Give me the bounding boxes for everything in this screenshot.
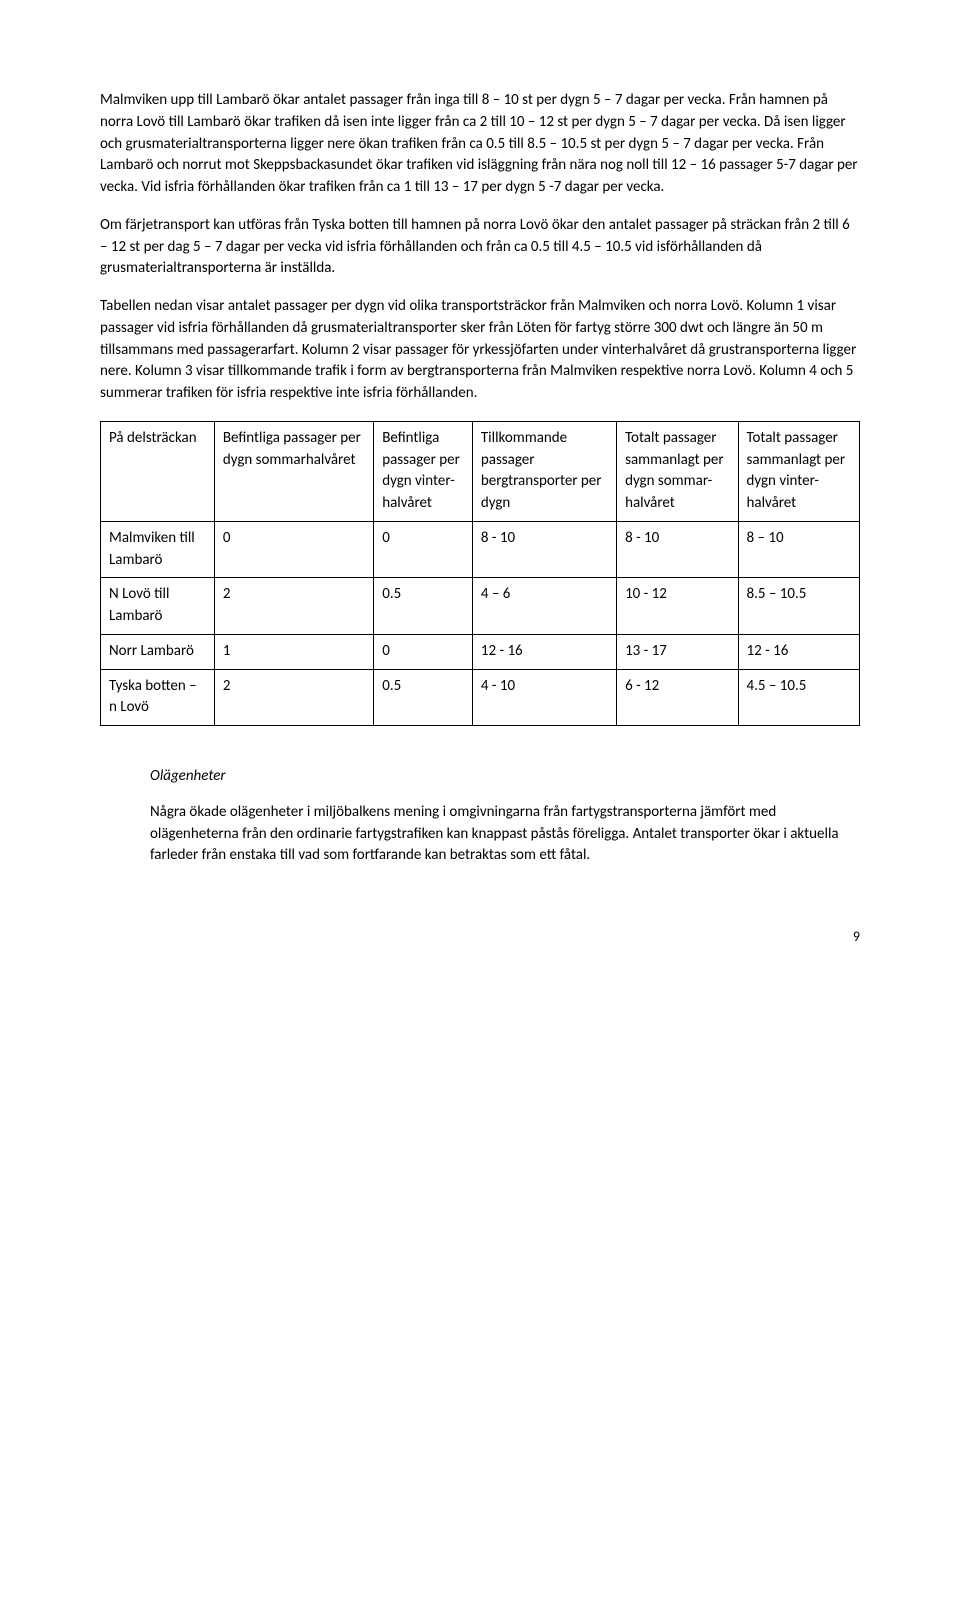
table-cell: 12 - 16 <box>738 634 859 669</box>
table-cell: 0 <box>374 521 473 578</box>
body-paragraph-3: Tabellen nedan visar antalet passager pe… <box>100 296 860 405</box>
table-cell: 1 <box>214 634 373 669</box>
table-header-row: På delsträckan Befintliga passager per d… <box>101 421 860 521</box>
table-cell: 12 - 16 <box>472 634 616 669</box>
table-cell: N Lovö till Lambarö <box>101 578 215 635</box>
table-cell: 0 <box>214 521 373 578</box>
table-header-cell: Tillkommande passager bergtransporter pe… <box>472 421 616 521</box>
table-cell: 13 - 17 <box>617 634 738 669</box>
table-row: Tyska botten – n Lovö 2 0.5 4 - 10 6 - 1… <box>101 669 860 726</box>
table-header-cell: På delsträckan <box>101 421 215 521</box>
table-cell: 10 - 12 <box>617 578 738 635</box>
body-paragraph-2: Om färjetransport kan utföras från Tyska… <box>100 215 860 280</box>
section-heading-olagenheter: Olägenheter <box>150 766 860 788</box>
table-cell: Norr Lambarö <box>101 634 215 669</box>
page-number: 9 <box>100 927 860 947</box>
table-cell: 2 <box>214 669 373 726</box>
table-cell: 0 <box>374 634 473 669</box>
table-cell: 8 – 10 <box>738 521 859 578</box>
table-row: Norr Lambarö 1 0 12 - 16 13 - 17 12 - 16 <box>101 634 860 669</box>
table-cell: Malmviken till Lambarö <box>101 521 215 578</box>
table-cell: 8 - 10 <box>472 521 616 578</box>
table-cell: 0.5 <box>374 669 473 726</box>
table-cell: 4 – 6 <box>472 578 616 635</box>
table-cell: 2 <box>214 578 373 635</box>
body-paragraph-1: Malmviken upp till Lambarö ökar antalet … <box>100 90 860 199</box>
table-header-cell: Totalt passager sammanlagt per dygn somm… <box>617 421 738 521</box>
table-cell: Tyska botten – n Lovö <box>101 669 215 726</box>
table-header-cell: Totalt passager sammanlagt per dygn vint… <box>738 421 859 521</box>
table-cell: 4.5 – 10.5 <box>738 669 859 726</box>
table-row: Malmviken till Lambarö 0 0 8 - 10 8 - 10… <box>101 521 860 578</box>
section-body-olagenheter: Några ökade olägenheter i miljöbalkens m… <box>150 802 860 867</box>
table-row: N Lovö till Lambarö 2 0.5 4 – 6 10 - 12 … <box>101 578 860 635</box>
table-header-cell: Befintliga passager per dygn vinter-halv… <box>374 421 473 521</box>
table-header-cell: Befintliga passager per dygn sommarhalvå… <box>214 421 373 521</box>
traffic-table: På delsträckan Befintliga passager per d… <box>100 421 860 726</box>
table-cell: 8 - 10 <box>617 521 738 578</box>
table-cell: 8.5 – 10.5 <box>738 578 859 635</box>
table-cell: 4 - 10 <box>472 669 616 726</box>
table-cell: 0.5 <box>374 578 473 635</box>
table-cell: 6 - 12 <box>617 669 738 726</box>
